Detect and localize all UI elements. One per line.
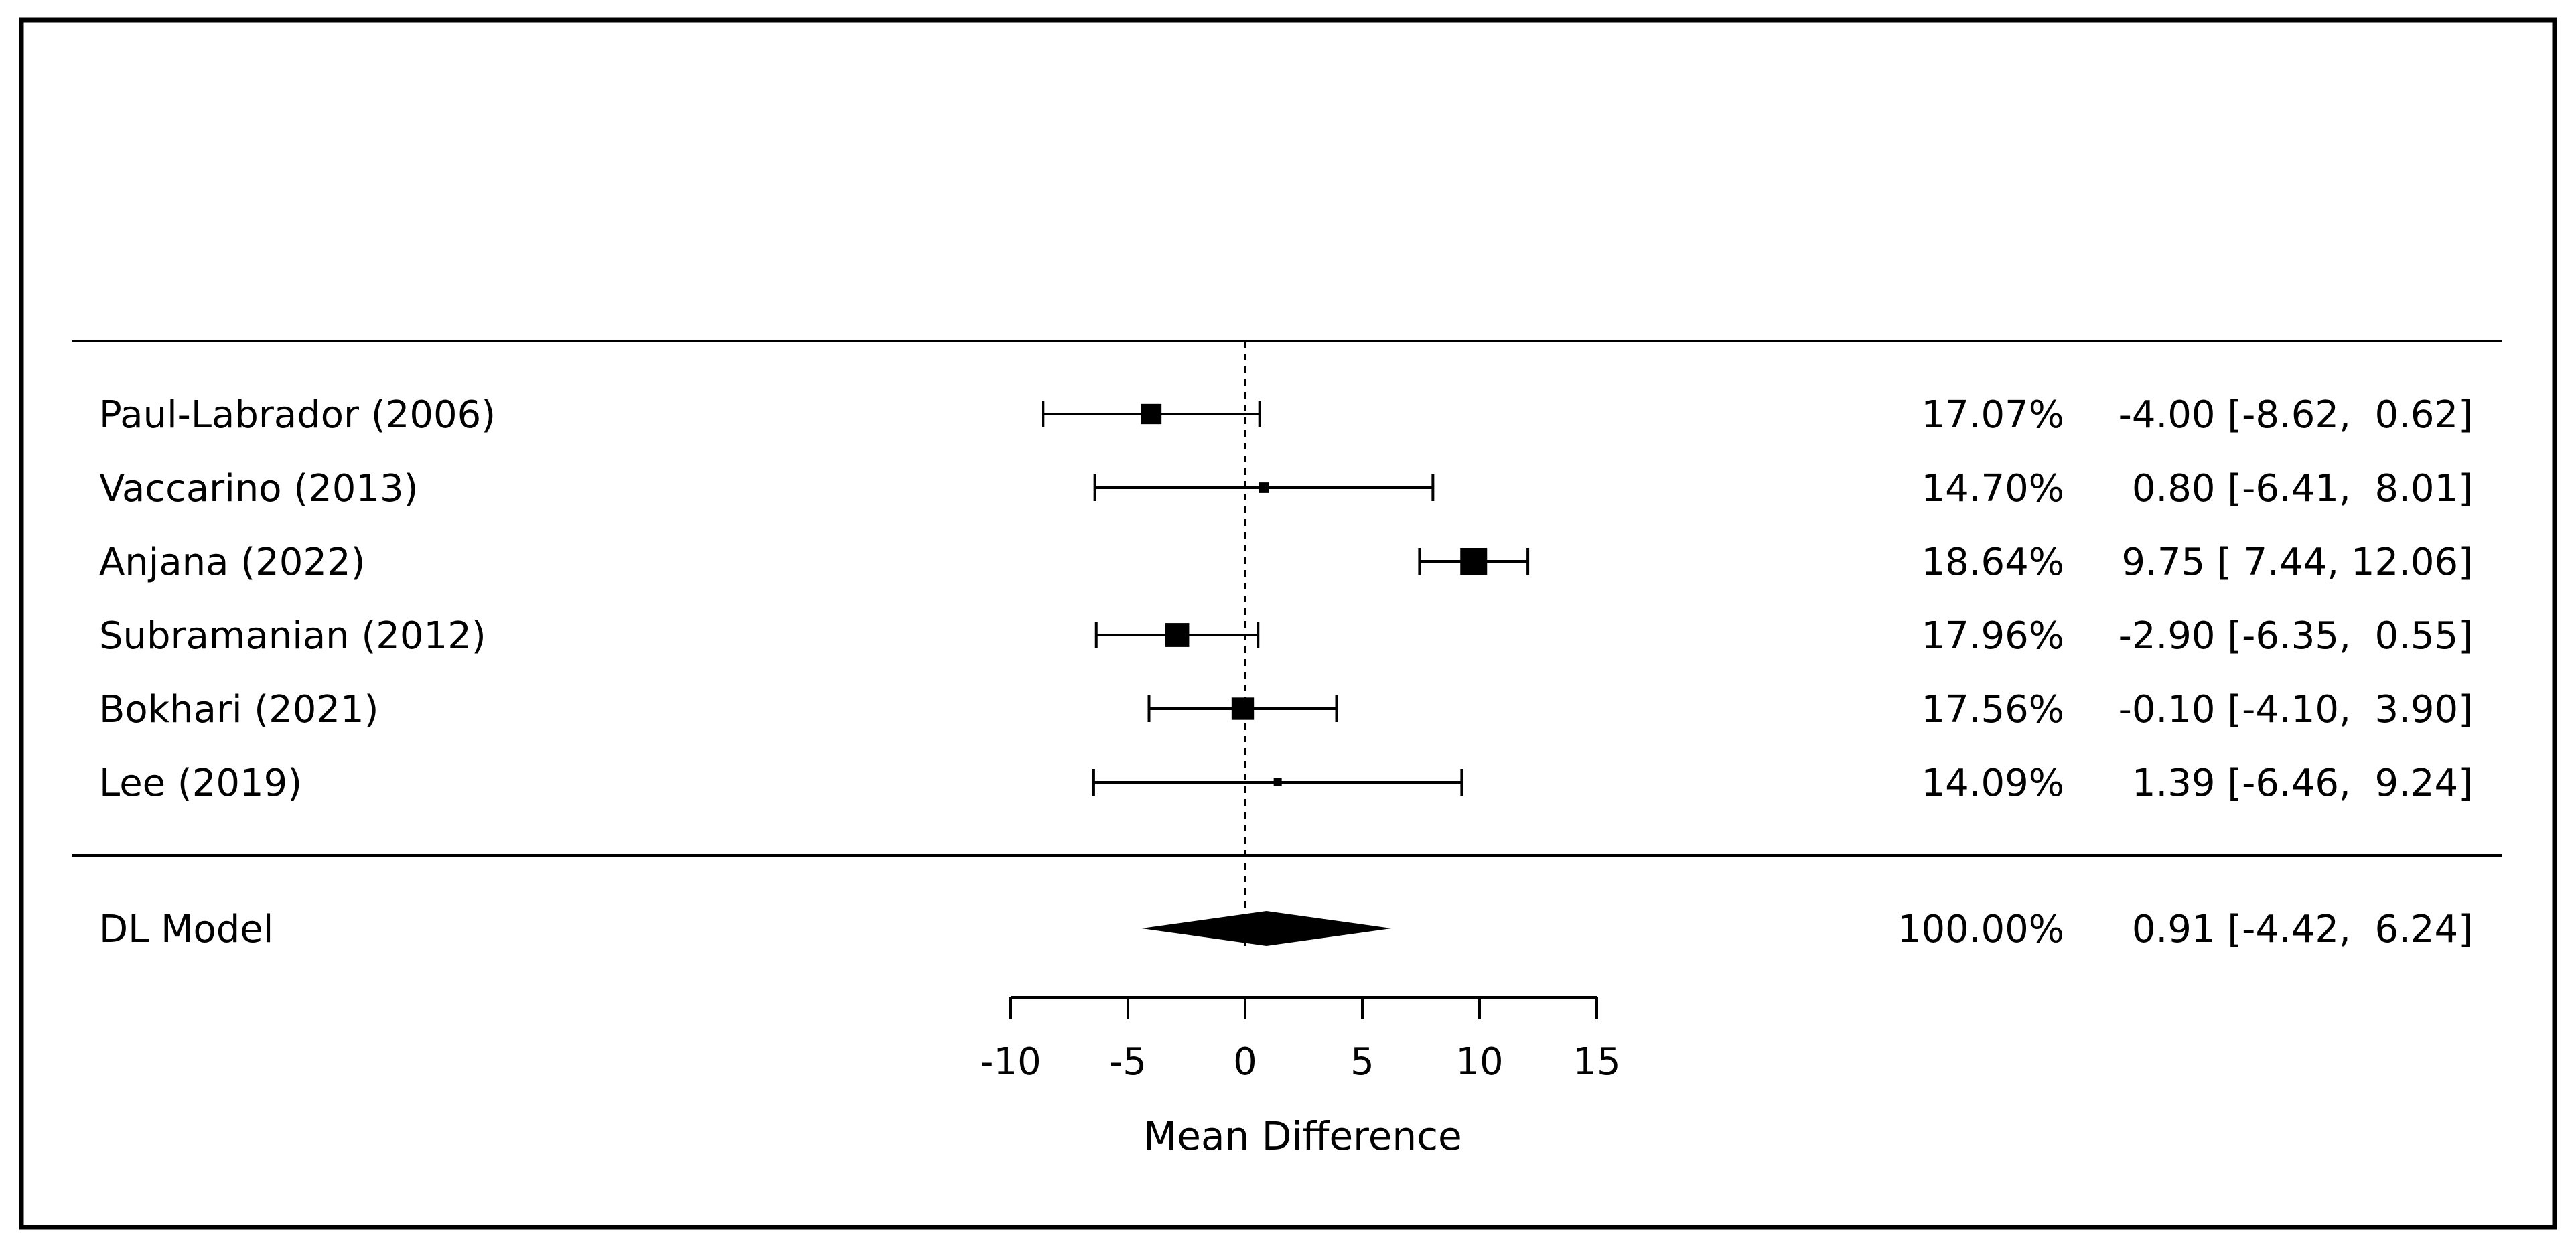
point-estimate xyxy=(1259,482,1269,493)
point-estimate xyxy=(1231,697,1255,720)
study-weight: 14.70% xyxy=(1921,467,2064,510)
forest-marks: Paul-Labrador (2006) 17.07% -4.00 [-8.62, … xyxy=(99,341,2473,951)
study-ci: -4.00 [-8.62, 0.62] xyxy=(2119,393,2473,437)
x-tick-label: 5 xyxy=(1350,1040,1374,1084)
study-label: Bokhari (2021) xyxy=(99,688,379,732)
study-label: Paul-Labrador (2006) xyxy=(99,393,496,437)
study-ci: -2.90 [-6.35, 0.55] xyxy=(2119,614,2473,658)
study-ci: 1.39 [-6.46, 9.24] xyxy=(2132,762,2473,805)
x-tick-label: 15 xyxy=(1573,1040,1620,1084)
summary-ci: 0.91 [-4.42, 6.24] xyxy=(2132,908,2473,951)
x-tick-label: 10 xyxy=(1455,1040,1503,1084)
point-estimate xyxy=(1273,778,1282,786)
x-tick-label: -5 xyxy=(1109,1040,1147,1084)
point-estimate xyxy=(1165,623,1190,647)
study-weight: 17.56% xyxy=(1921,688,2064,732)
study-ci: -0.10 [-4.10, 3.90] xyxy=(2119,688,2473,732)
study-label: Anjana (2022) xyxy=(99,541,366,584)
x-axis-label: Mean Difference xyxy=(1143,1113,1461,1159)
summary-label: DL Model xyxy=(99,908,273,951)
study-weight: 14.09% xyxy=(1921,762,2064,805)
study-ci: 9.75 [ 7.44, 12.06] xyxy=(2121,541,2473,584)
study-label: Lee (2019) xyxy=(99,762,302,805)
x-axis: -10 -5 0 5 10 15 xyxy=(980,996,1621,1084)
summary-diamond xyxy=(1141,911,1392,946)
study-weight: 17.96% xyxy=(1921,614,2064,658)
plot-frame xyxy=(19,17,2557,1230)
study-weight: 17.07% xyxy=(1921,393,2064,437)
point-estimate xyxy=(1141,403,1162,425)
x-tick-label: -10 xyxy=(980,1040,1041,1084)
point-estimate xyxy=(1460,548,1488,575)
study-weight: 18.64% xyxy=(1921,541,2064,584)
study-ci: 0.80 [-6.41, 8.01] xyxy=(2132,467,2473,510)
study-label: Subramanian (2012) xyxy=(99,614,486,658)
study-label: Vaccarino (2013) xyxy=(99,467,419,510)
x-tick-label: 0 xyxy=(1233,1040,1257,1084)
summary-weight: 100.00% xyxy=(1898,908,2064,951)
